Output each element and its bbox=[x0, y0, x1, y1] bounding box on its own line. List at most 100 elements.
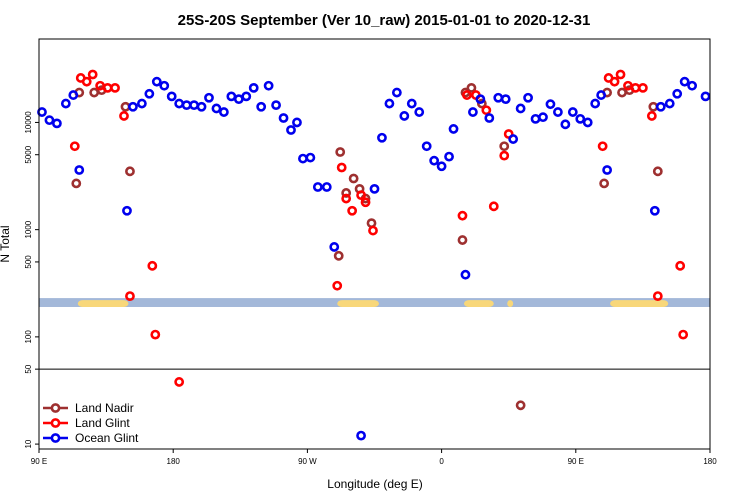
ocean-glint-point bbox=[575, 113, 586, 124]
ocean-glint-point bbox=[377, 132, 387, 143]
land-nadir-point bbox=[457, 235, 468, 245]
map-land-shape bbox=[463, 300, 494, 307]
land-glint-point bbox=[69, 141, 80, 152]
ocean-glint-point bbox=[436, 161, 447, 172]
y-tick-label: 100 bbox=[24, 330, 33, 344]
land-glint-point bbox=[110, 82, 120, 93]
land-nadir-point bbox=[466, 82, 477, 93]
ocean-glint-point bbox=[508, 134, 519, 144]
ocean-glint-point bbox=[523, 92, 533, 103]
ocean-glint-point bbox=[136, 98, 147, 109]
land-glint-point bbox=[675, 260, 686, 271]
map-land-shape bbox=[337, 300, 379, 307]
ocean-glint-point bbox=[687, 80, 698, 91]
land-nadir-point bbox=[120, 101, 131, 112]
ocean-glint-point bbox=[256, 101, 267, 112]
y-axis-ticks: 10 50 100 500 1000 5000 10000 bbox=[24, 111, 39, 449]
ocean-glint-point bbox=[263, 80, 274, 91]
land-glint-point bbox=[462, 90, 472, 100]
land-glint-point bbox=[356, 190, 366, 201]
land-nadir-point bbox=[476, 98, 487, 109]
ocean-glint-point bbox=[700, 91, 711, 102]
ocean-glint-point bbox=[286, 125, 296, 135]
y-tick-label: 10 bbox=[24, 439, 33, 448]
ocean-glint-point bbox=[37, 107, 47, 117]
land-glint-point bbox=[457, 210, 468, 221]
ocean-glint-point bbox=[60, 98, 71, 109]
legend-label-land-nadir: Land Nadir bbox=[75, 401, 134, 415]
chart-title: 25S-20S September (Ver 10_raw) 2015-01-0… bbox=[178, 12, 591, 29]
land-glint-point bbox=[341, 193, 352, 204]
x-tick-label: 0 bbox=[439, 457, 444, 466]
ocean-glint-point bbox=[241, 91, 252, 102]
land-glint-point bbox=[150, 329, 161, 340]
land-nadir-point bbox=[652, 166, 663, 177]
ocean-glint-point bbox=[278, 113, 289, 123]
land-glint-point bbox=[347, 205, 358, 216]
land-glint-point bbox=[609, 76, 620, 87]
legend-marker-land-glint bbox=[50, 418, 61, 428]
land-nadir-point bbox=[89, 87, 100, 98]
land-nadir-point bbox=[71, 178, 82, 189]
ocean-glint-point bbox=[444, 151, 454, 162]
ocean-glint-point bbox=[233, 94, 244, 105]
ocean-glint-point bbox=[189, 100, 199, 111]
ocean-glint-point bbox=[271, 100, 281, 111]
ocean-glint-point bbox=[596, 90, 607, 100]
y-tick-label: 5000 bbox=[24, 145, 33, 163]
ocean-glint-point bbox=[128, 101, 138, 112]
land-nadir-point bbox=[648, 101, 659, 112]
land-glint-point bbox=[499, 150, 510, 161]
ocean-glint-point bbox=[159, 80, 170, 91]
ocean-glint-point bbox=[51, 118, 62, 129]
x-tick-label: 90 E bbox=[568, 457, 584, 466]
ocean-glint-point bbox=[144, 88, 155, 99]
land-nadir-point bbox=[348, 173, 359, 184]
y-tick-label: 500 bbox=[24, 255, 33, 269]
ocean-glint-point bbox=[538, 112, 548, 123]
ocean-glint-point bbox=[204, 92, 214, 103]
ocean-glint-point bbox=[545, 99, 556, 110]
ocean-glint-point bbox=[356, 430, 366, 441]
land-nadir-point bbox=[599, 178, 610, 189]
land-glint-point bbox=[81, 76, 92, 87]
land-glint-point bbox=[336, 162, 347, 173]
land-nadir-point bbox=[341, 188, 352, 198]
land-nadir-point bbox=[515, 400, 526, 411]
ocean-glint-point bbox=[582, 117, 593, 128]
ocean-glint-point bbox=[74, 165, 85, 175]
land-glint-point bbox=[368, 225, 378, 236]
x-axis-label: Longitude (deg E) bbox=[327, 477, 422, 491]
ocean-glint-point bbox=[44, 115, 55, 126]
land-glint-point bbox=[646, 111, 657, 121]
x-tick-label: 90 W bbox=[298, 457, 317, 466]
y-tick-label: 1000 bbox=[24, 220, 33, 238]
map-strip bbox=[39, 298, 710, 307]
ocean-glint-point bbox=[530, 113, 541, 124]
land-glint-point bbox=[119, 111, 129, 121]
y-tick-label: 10000 bbox=[24, 111, 33, 134]
ocean-glint-point bbox=[429, 155, 440, 166]
land-nadir-point bbox=[366, 218, 377, 229]
land-nadir-point bbox=[333, 250, 344, 261]
ocean-glint-point bbox=[649, 205, 660, 216]
ocean-glint-point bbox=[560, 119, 571, 130]
land-glint-point bbox=[332, 280, 343, 291]
x-axis-ticks: 90 E 180 90 W 0 90 E 180 bbox=[31, 449, 717, 466]
land-glint-point bbox=[652, 291, 663, 302]
plot-frame bbox=[38, 38, 711, 450]
legend-label-ocean-glint: Ocean Glint bbox=[75, 431, 139, 445]
ocean-glint-point bbox=[399, 111, 410, 121]
ocean-glint-point bbox=[166, 91, 177, 102]
legend-marker-ocean-glint bbox=[50, 433, 61, 443]
land-glint-point bbox=[481, 105, 492, 116]
ocean-glint-point bbox=[369, 183, 380, 194]
land-glint-point bbox=[174, 377, 185, 387]
land-glint-point bbox=[615, 69, 626, 80]
y-tick-label: 50 bbox=[24, 364, 33, 373]
ocean-glint-point bbox=[196, 101, 207, 112]
ocean-glint-point bbox=[672, 88, 683, 99]
ocean-glint-point bbox=[664, 98, 675, 109]
